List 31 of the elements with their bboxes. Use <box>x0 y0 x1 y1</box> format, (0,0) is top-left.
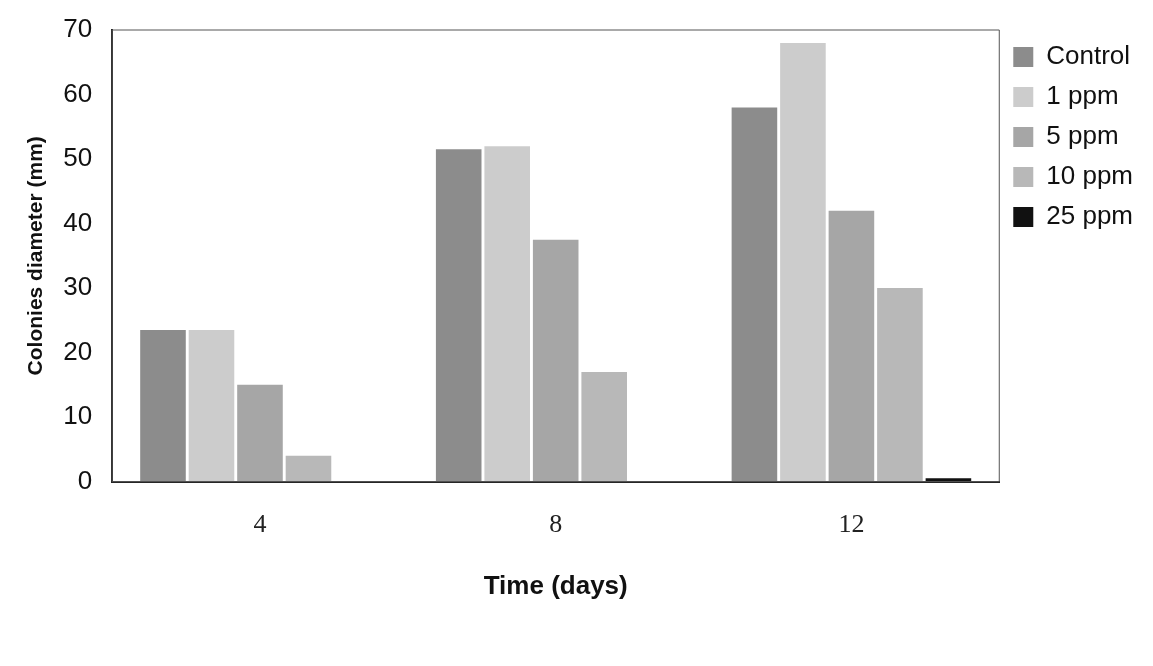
y-tick-label: 10 <box>63 400 93 431</box>
bar <box>581 371 627 482</box>
bar <box>925 478 972 482</box>
legend-label: Control <box>1046 40 1131 71</box>
y-tick-label: 60 <box>63 77 93 108</box>
y-tick-label: 40 <box>63 206 93 237</box>
bar <box>237 384 283 482</box>
x-tick-label: 4 <box>253 509 267 539</box>
x-tick-label: 12 <box>838 509 865 539</box>
legend-label: 10 ppm <box>1046 160 1134 191</box>
x-axis-title: Time (days) <box>483 569 628 600</box>
bar <box>731 107 778 482</box>
bar <box>484 146 530 482</box>
bar <box>877 288 923 482</box>
legend-label: 5 ppm <box>1046 120 1119 151</box>
bar <box>188 329 235 482</box>
y-axis-title: Colonies diameter (mm) <box>23 136 47 376</box>
y-tick-label: 0 <box>77 464 93 495</box>
y-tick-label: 30 <box>63 271 93 302</box>
bar <box>140 329 186 482</box>
bar <box>435 149 482 482</box>
bar <box>828 210 875 482</box>
legend-label: 25 ppm <box>1046 200 1134 231</box>
y-tick-label: 50 <box>63 142 93 173</box>
legend-label: 1 ppm <box>1046 80 1119 111</box>
y-tick-label: 70 <box>63 13 93 44</box>
x-tick-label: 8 <box>549 509 563 539</box>
bar <box>532 239 579 482</box>
y-tick-label: 20 <box>63 335 93 366</box>
bar <box>780 42 826 482</box>
bar <box>285 455 332 482</box>
